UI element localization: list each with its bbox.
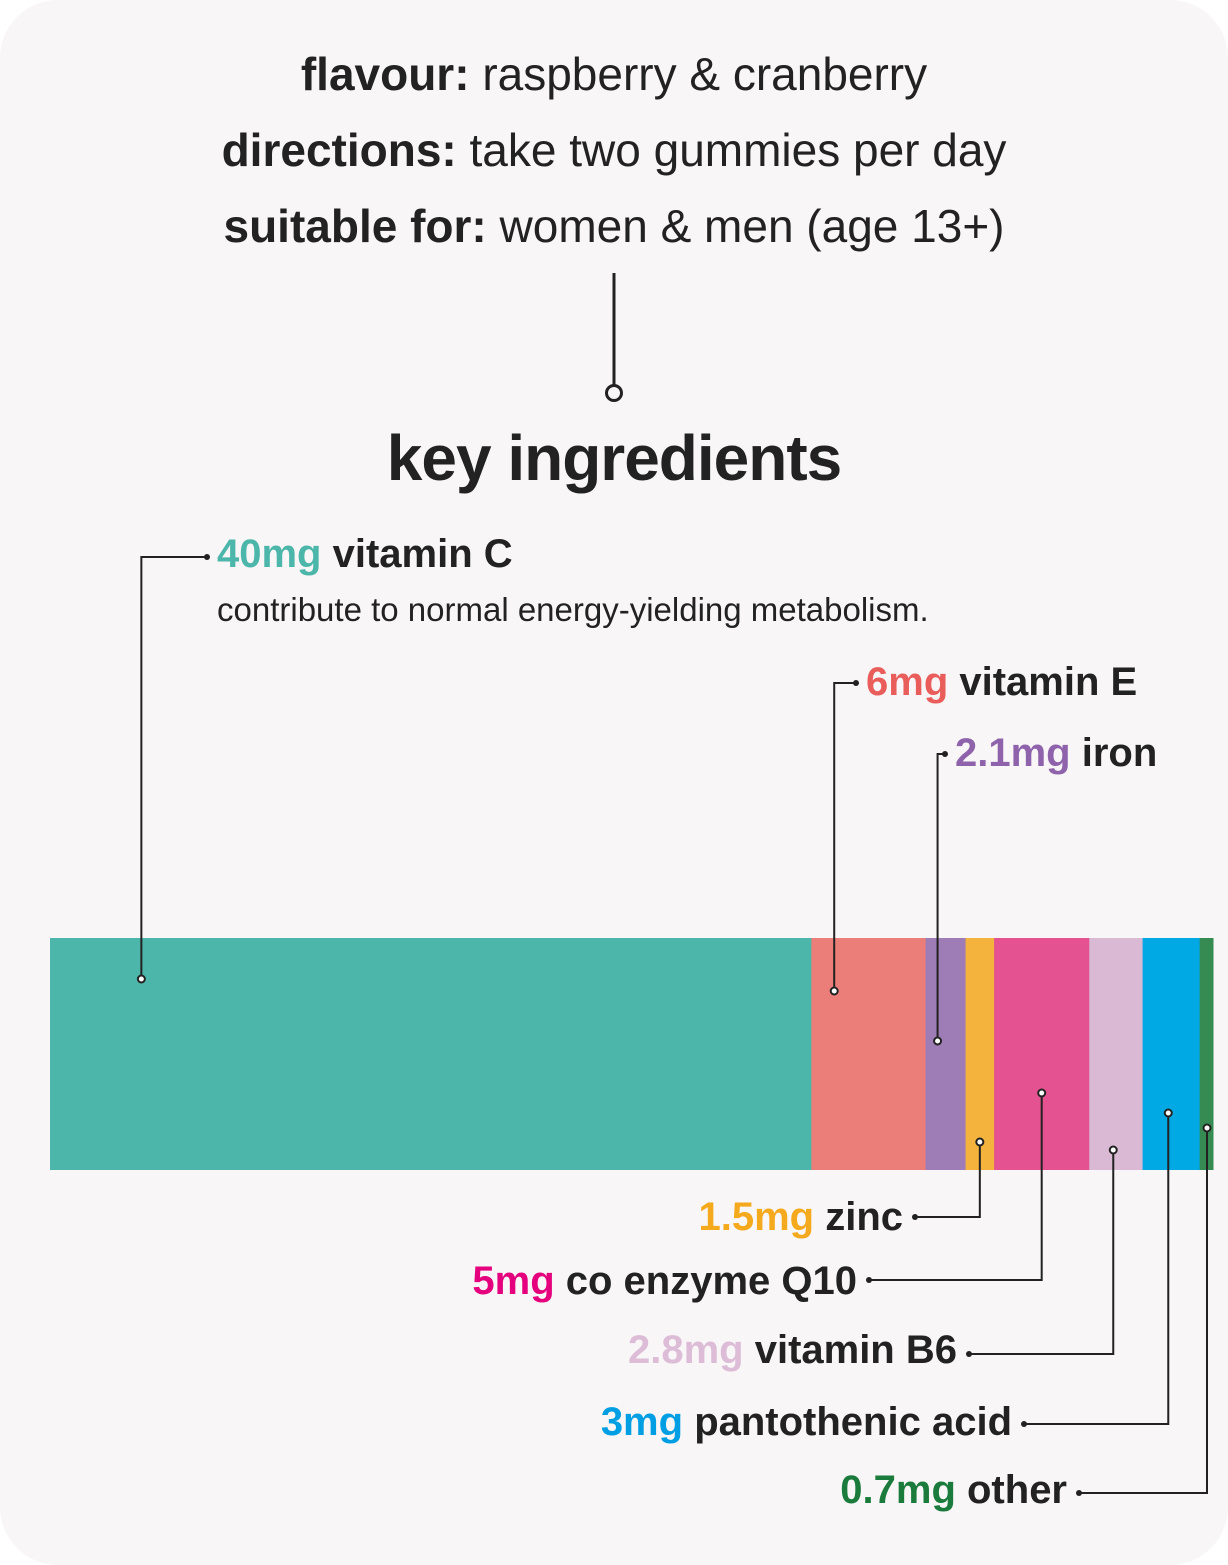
label-vitamin-e: 6mg vitamin E	[866, 658, 1137, 706]
name-pantothenic-acid: pantothenic acid	[694, 1400, 1012, 1444]
amount-zinc: 1.5mg	[698, 1195, 815, 1239]
flavour-key: flavour:	[300, 48, 470, 100]
bar-segment-vitamin-c	[50, 938, 812, 1170]
leader-line-vitamin-c	[140, 556, 207, 975]
anchor-dot-co-enzyme-q10	[1037, 1088, 1047, 1098]
name-co-enzyme-q10: co enzyme Q10	[565, 1259, 857, 1303]
suitable-for-line: suitable for: women & men (age 13+)	[0, 200, 1228, 252]
label-zinc: 1.5mg zinc	[698, 1193, 903, 1241]
leader-lines	[136, 554, 1212, 1496]
amount-co-enzyme-q10: 5mg	[472, 1259, 555, 1303]
bar-segment-zinc	[965, 938, 995, 1170]
leader-line-vitamin-e	[833, 682, 856, 987]
label-co-enzyme-q10: 5mg co enzyme Q10	[472, 1257, 857, 1305]
amount-pantothenic-acid: 3mg	[600, 1400, 684, 1444]
amount-vitamin-e: 6mg	[866, 660, 949, 704]
label-other: 0.7mg other	[840, 1466, 1067, 1514]
vitamin-c-description: contribute to normal energy-yielding met…	[217, 591, 929, 628]
directions-line: directions: take two gummies per day	[0, 124, 1228, 176]
section-title: key ingredients	[386, 422, 843, 494]
label-dot-zinc	[912, 1214, 918, 1220]
anchor-dot-other	[1202, 1123, 1212, 1133]
amount-iron: 2.1mg	[955, 731, 1071, 775]
label-dot-other	[1076, 1490, 1082, 1496]
connector-circle-icon	[605, 384, 623, 402]
bar-segment-vitamin-b6	[1089, 938, 1144, 1170]
leader-line-zinc	[915, 1146, 981, 1218]
label-iron: 2.1mg iron	[955, 729, 1157, 777]
anchor-dot-iron	[933, 1036, 943, 1046]
label-dot-vitamin-b6	[966, 1351, 972, 1357]
label-vitamin-c: 40mg vitamin C	[217, 530, 513, 578]
leader-line-pantothenic-acid	[1024, 1117, 1170, 1425]
label-pantothenic-acid: 3mg pantothenic acid	[601, 1398, 1012, 1446]
anchor-dot-zinc	[975, 1137, 985, 1147]
amount-other: 0.7mg	[840, 1468, 956, 1512]
leader-line-co-enzyme-q10	[869, 1097, 1043, 1281]
anchor-dot-vitamin-c	[136, 974, 146, 984]
label-vitamin-b6: 2.8mg vitamin B6	[628, 1326, 957, 1374]
name-vitamin-e: vitamin E	[959, 660, 1138, 704]
label-dot-co-enzyme-q10	[866, 1277, 872, 1283]
label-dot-iron	[942, 751, 948, 757]
bar-segment-iron	[925, 938, 967, 1170]
anchor-dot-vitamin-e	[829, 986, 839, 996]
bar-segment-other	[1199, 938, 1214, 1170]
name-zinc: zinc	[825, 1195, 903, 1239]
directions-value: take two gummies per day	[469, 124, 1007, 176]
amount-vitamin-c: 40mg	[217, 532, 322, 576]
bar-segment-vitamin-e	[811, 938, 927, 1170]
name-vitamin-b6: vitamin B6	[754, 1328, 957, 1372]
name-iron: iron	[1081, 731, 1158, 775]
bar-segment-pantothenic-acid	[1142, 938, 1201, 1170]
anchor-dot-vitamin-b6	[1108, 1145, 1118, 1155]
amount-vitamin-b6: 2.8mg	[627, 1328, 744, 1372]
suitable-for-key: suitable for:	[223, 200, 487, 252]
leader-line-vitamin-b6	[969, 1154, 1115, 1355]
directions-key: directions:	[221, 124, 457, 176]
label-dot-vitamin-c	[204, 554, 210, 560]
name-other: other	[967, 1468, 1067, 1512]
stacked-bar	[50, 938, 1214, 1170]
anchor-dot-pantothenic-acid	[1163, 1108, 1173, 1118]
name-vitamin-c: vitamin C	[332, 532, 513, 576]
flavour-value: raspberry & cranberry	[482, 48, 928, 100]
label-dot-pantothenic-acid	[1021, 1421, 1027, 1427]
label-dot-vitamin-e	[853, 680, 859, 686]
leader-line-other	[1079, 1132, 1208, 1494]
flavour-line: flavour: raspberry & cranberry	[0, 48, 1228, 100]
suitable-for-value: women & men (age 13+)	[499, 200, 1005, 252]
